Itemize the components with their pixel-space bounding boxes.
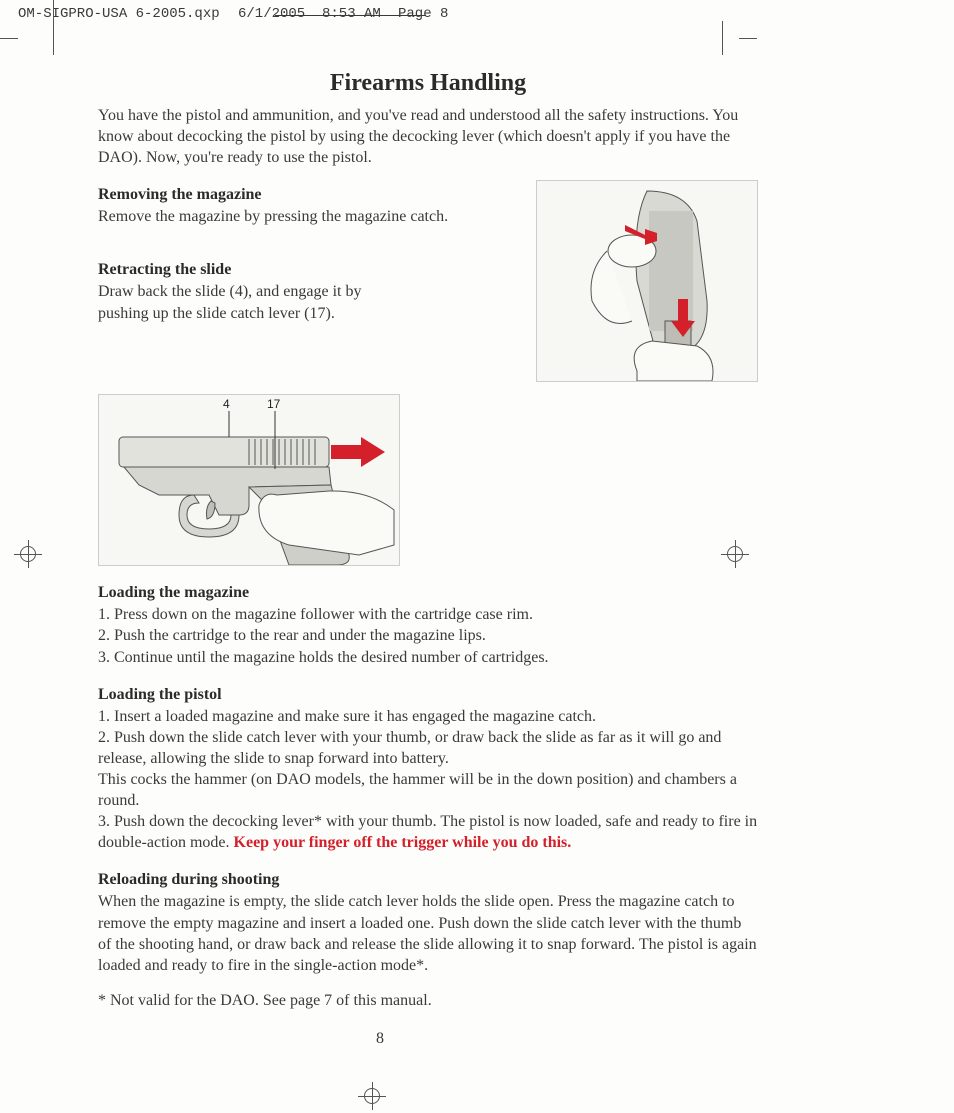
callout-4: 4 xyxy=(223,397,230,411)
callout-17: 17 xyxy=(267,397,280,411)
loading-pistol-1: 1. Insert a loaded magazine and make sur… xyxy=(98,706,758,727)
loading-mag-1: 1. Press down on the magazine follower w… xyxy=(98,604,758,625)
loading-pistol-3: 3. Push down the decocking lever* with y… xyxy=(98,811,758,853)
loading-pistol-2: 2. Push down the slide catch lever with … xyxy=(98,727,758,769)
header-underline xyxy=(275,15,425,16)
trigger-warning: Keep your finger off the trigger while y… xyxy=(234,834,572,851)
header-time: 8:53 AM xyxy=(322,6,381,22)
section-body-retracting: Draw back the slide (4), and engage it b… xyxy=(98,281,398,323)
figure-retract-slide: 4 17 xyxy=(98,394,400,566)
section-body-reloading: When the magazine is empty, the slide ca… xyxy=(98,891,758,975)
registration-mark xyxy=(358,1082,386,1110)
header-filename: OM-SIGPRO-USA 6-2005.qxp xyxy=(18,6,220,22)
crop-mark xyxy=(722,21,723,55)
header-page: Page 8 xyxy=(398,6,448,22)
footnote: * Not valid for the DAO. See page 7 of t… xyxy=(98,990,758,1011)
loading-mag-3: 3. Continue until the magazine holds the… xyxy=(98,647,758,668)
header-date: 6/1/2005 xyxy=(238,6,305,22)
page-title: Firearms Handling xyxy=(98,70,758,97)
figure-remove-magazine xyxy=(536,180,758,382)
crop-mark xyxy=(0,38,18,39)
loading-mag-2: 2. Push the cartridge to the rear and un… xyxy=(98,625,758,646)
registration-mark xyxy=(14,540,42,568)
crop-mark xyxy=(53,0,54,55)
loading-pistol-2b: This cocks the hammer (on DAO models, th… xyxy=(98,769,758,811)
section-head-loading-pistol: Loading the pistol xyxy=(98,686,758,704)
crop-mark xyxy=(739,38,757,39)
page-content: Firearms Handling You have the pistol an… xyxy=(98,70,758,1025)
intro-paragraph: You have the pistol and ammunition, and … xyxy=(98,105,758,168)
section-head-reloading: Reloading during shooting xyxy=(98,871,758,889)
page-number: 8 xyxy=(0,1030,760,1048)
section-head-loading-mag: Loading the magazine xyxy=(98,584,758,602)
